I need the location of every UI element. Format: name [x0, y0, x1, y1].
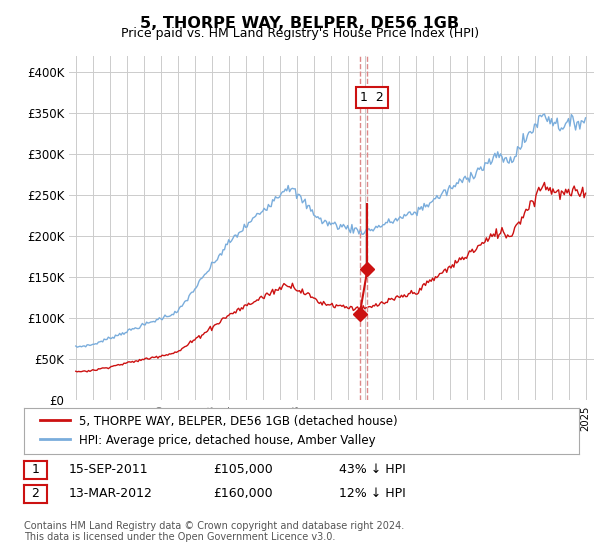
Text: 12% ↓ HPI: 12% ↓ HPI [339, 487, 406, 501]
Text: 5, THORPE WAY, BELPER, DE56 1GB: 5, THORPE WAY, BELPER, DE56 1GB [140, 16, 460, 31]
Text: 1  2: 1 2 [360, 91, 384, 104]
Text: 43% ↓ HPI: 43% ↓ HPI [339, 463, 406, 477]
Text: 13-MAR-2012: 13-MAR-2012 [69, 487, 153, 501]
Text: 2: 2 [31, 487, 40, 501]
Text: Contains HM Land Registry data © Crown copyright and database right 2024.
This d: Contains HM Land Registry data © Crown c… [24, 521, 404, 543]
Text: Price paid vs. HM Land Registry's House Price Index (HPI): Price paid vs. HM Land Registry's House … [121, 27, 479, 40]
Legend: 5, THORPE WAY, BELPER, DE56 1GB (detached house), HPI: Average price, detached h: 5, THORPE WAY, BELPER, DE56 1GB (detache… [35, 410, 403, 451]
Text: £160,000: £160,000 [213, 487, 272, 501]
Text: 1: 1 [31, 463, 40, 477]
Text: 15-SEP-2011: 15-SEP-2011 [69, 463, 149, 477]
Text: £105,000: £105,000 [213, 463, 273, 477]
